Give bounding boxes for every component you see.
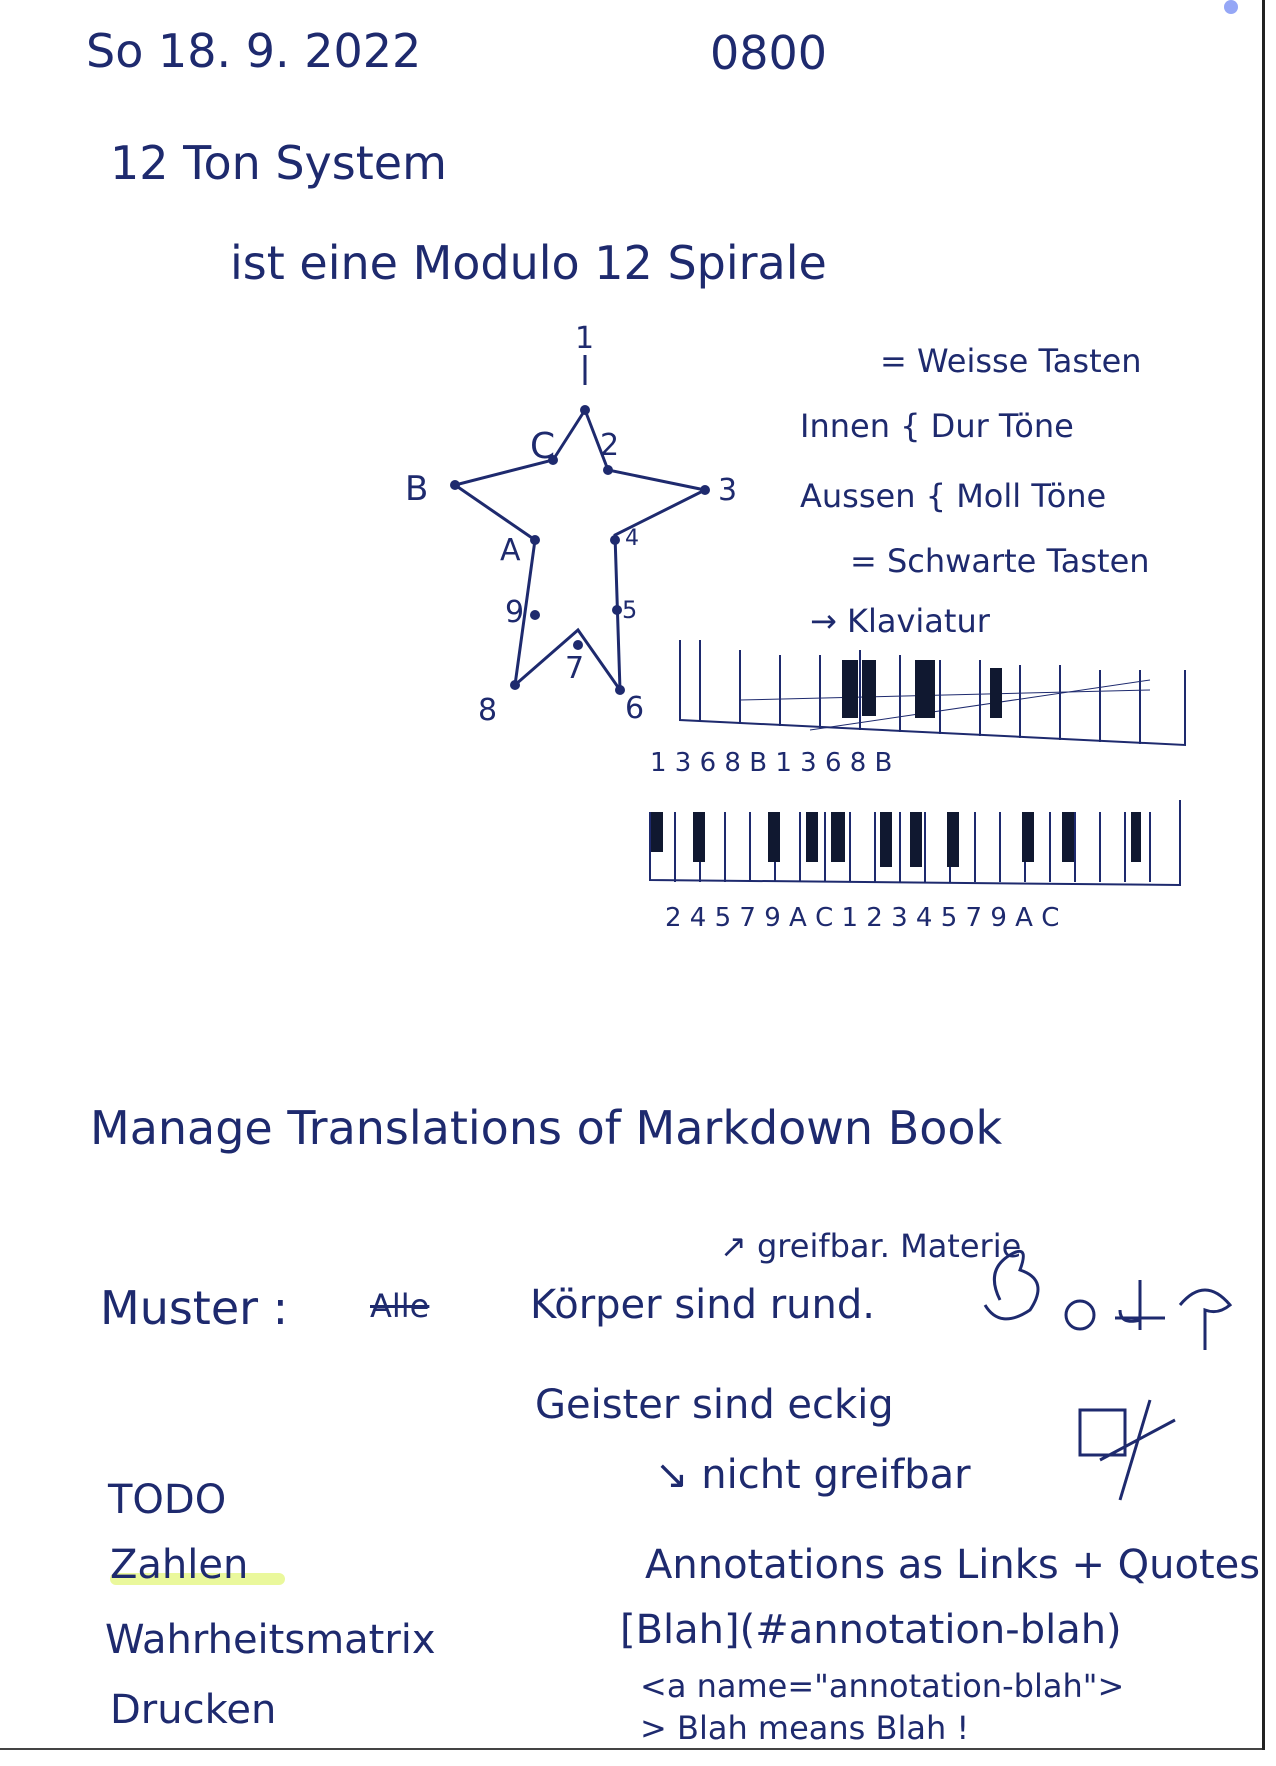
star-label-A: A xyxy=(500,533,521,568)
keyboard-top-labels: 1 3 6 8 B 1 3 6 8 B xyxy=(650,748,893,778)
star-label-B: B xyxy=(405,469,428,509)
todo-item-3: Drucken xyxy=(110,1687,277,1733)
note-major: Innen { Dur Töne xyxy=(800,407,1074,445)
time-text: 0800 xyxy=(710,26,828,80)
pattern-struck-word: Alle xyxy=(370,1287,430,1325)
round-shapes-sketch xyxy=(983,1249,1233,1350)
keyboard-bottom-labels: 2 4 5 7 9 A C 1 2 3 4 5 7 9 A C xyxy=(665,903,1060,933)
angular-shape-sketch xyxy=(1078,1399,1176,1501)
highlight-mark xyxy=(110,1573,285,1585)
star-label-6: 6 xyxy=(625,691,644,726)
star-label-7: 7 xyxy=(565,651,584,686)
star-label-4: 4 xyxy=(625,526,639,551)
star-outline xyxy=(451,406,710,695)
keyboard-upper xyxy=(679,640,1186,747)
star-label-8: 8 xyxy=(478,693,497,728)
star-diagram xyxy=(451,355,710,695)
todo-title: TODO xyxy=(108,1477,227,1523)
star-label-2: 2 xyxy=(600,428,619,463)
page-bottom-edge xyxy=(0,1748,1262,1750)
annotation-anchor-syntax: <a name="annotation-blah"> xyxy=(640,1667,1125,1705)
pattern-line-2: Geister sind eckig xyxy=(535,1382,894,1428)
note-minor: Aussen { Moll Töne xyxy=(800,477,1107,515)
star-points xyxy=(450,405,710,695)
pattern-line-1: Körper sind rund. xyxy=(530,1282,875,1328)
note-white-keys: = Weisse Tasten xyxy=(880,342,1142,380)
star-label-C: C xyxy=(530,426,555,467)
note-keyboard: → Klaviatur xyxy=(810,602,990,640)
annotations-title: Annotations as Links + Quotes xyxy=(645,1542,1261,1588)
todo-item-2: Wahrheitsmatrix xyxy=(105,1617,436,1663)
star-label-9: 9 xyxy=(505,595,524,630)
pattern-line-3: ↘ nicht greifbar xyxy=(655,1452,971,1498)
translations-heading: Manage Translations of Markdown Book xyxy=(90,1101,1003,1155)
todo-item-1: Zahlen xyxy=(110,1542,249,1588)
tangible-note: ↗ greifbar. Materie xyxy=(720,1227,1022,1265)
date-text: So 18. 9. 2022 xyxy=(86,24,422,78)
annotation-link-syntax: [Blah](#annotation-blah) xyxy=(620,1607,1122,1653)
ink-dot xyxy=(1224,0,1238,14)
section-subtitle: ist eine Modulo 12 Spirale xyxy=(230,236,827,290)
page-edge xyxy=(1262,0,1265,1750)
annotation-quote-syntax: > Blah means Blah ! xyxy=(640,1709,970,1747)
star-label-1: 1 xyxy=(575,321,594,356)
star-label-3: 3 xyxy=(718,473,737,508)
keyboard-upper-black-keys xyxy=(842,660,1002,718)
note-black-keys: = Schwarte Tasten xyxy=(850,542,1150,580)
section-title: 12 Ton System xyxy=(110,136,447,190)
keyboard-lower-black-keys xyxy=(651,812,1141,867)
star-label-5: 5 xyxy=(622,596,637,624)
pattern-label: Muster : xyxy=(100,1281,289,1335)
